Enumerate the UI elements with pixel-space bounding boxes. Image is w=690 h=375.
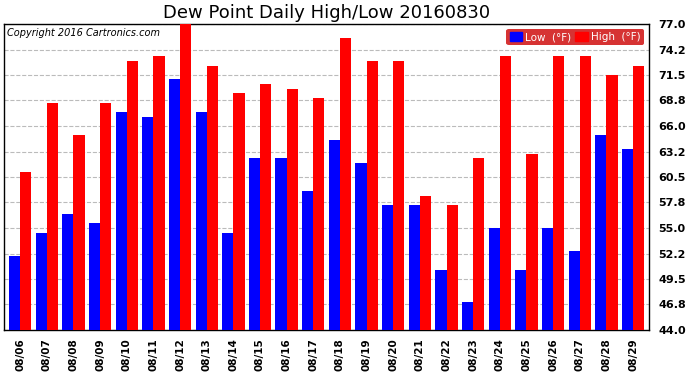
Bar <box>569 251 580 375</box>
Bar <box>408 205 420 375</box>
Bar <box>435 270 446 375</box>
Bar <box>286 89 298 375</box>
Bar <box>382 205 393 375</box>
Bar <box>207 66 218 375</box>
Bar <box>500 56 511 375</box>
Bar <box>20 172 31 375</box>
Bar <box>89 224 100 375</box>
Legend: Low  (°F), High  (°F): Low (°F), High (°F) <box>506 29 644 45</box>
Bar <box>580 56 591 375</box>
Bar <box>462 303 473 375</box>
Bar <box>100 103 111 375</box>
Bar <box>233 93 244 375</box>
Bar <box>169 80 180 375</box>
Bar <box>9 256 20 375</box>
Bar <box>275 159 286 375</box>
Bar <box>622 149 633 375</box>
Bar <box>355 163 366 375</box>
Bar <box>633 66 644 375</box>
Bar <box>607 75 618 375</box>
Bar <box>127 61 138 375</box>
Bar <box>553 56 564 375</box>
Bar <box>195 112 207 375</box>
Bar <box>393 61 404 375</box>
Bar <box>73 135 85 375</box>
Bar <box>340 38 351 375</box>
Bar <box>542 228 553 375</box>
Bar <box>180 24 191 375</box>
Bar <box>260 84 271 375</box>
Bar <box>595 135 607 375</box>
Bar <box>302 191 313 375</box>
Bar <box>446 205 457 375</box>
Bar <box>489 228 500 375</box>
Bar <box>313 98 324 375</box>
Bar <box>62 214 73 375</box>
Bar <box>222 233 233 375</box>
Bar <box>249 159 260 375</box>
Bar <box>473 159 484 375</box>
Bar <box>36 233 47 375</box>
Bar <box>366 61 378 375</box>
Bar <box>115 112 127 375</box>
Bar <box>47 103 58 375</box>
Bar <box>328 140 340 375</box>
Title: Dew Point Daily High/Low 20160830: Dew Point Daily High/Low 20160830 <box>163 4 490 22</box>
Bar <box>420 196 431 375</box>
Text: Copyright 2016 Cartronics.com: Copyright 2016 Cartronics.com <box>8 28 160 38</box>
Bar <box>526 154 538 375</box>
Bar <box>153 56 165 375</box>
Bar <box>142 117 153 375</box>
Bar <box>515 270 526 375</box>
